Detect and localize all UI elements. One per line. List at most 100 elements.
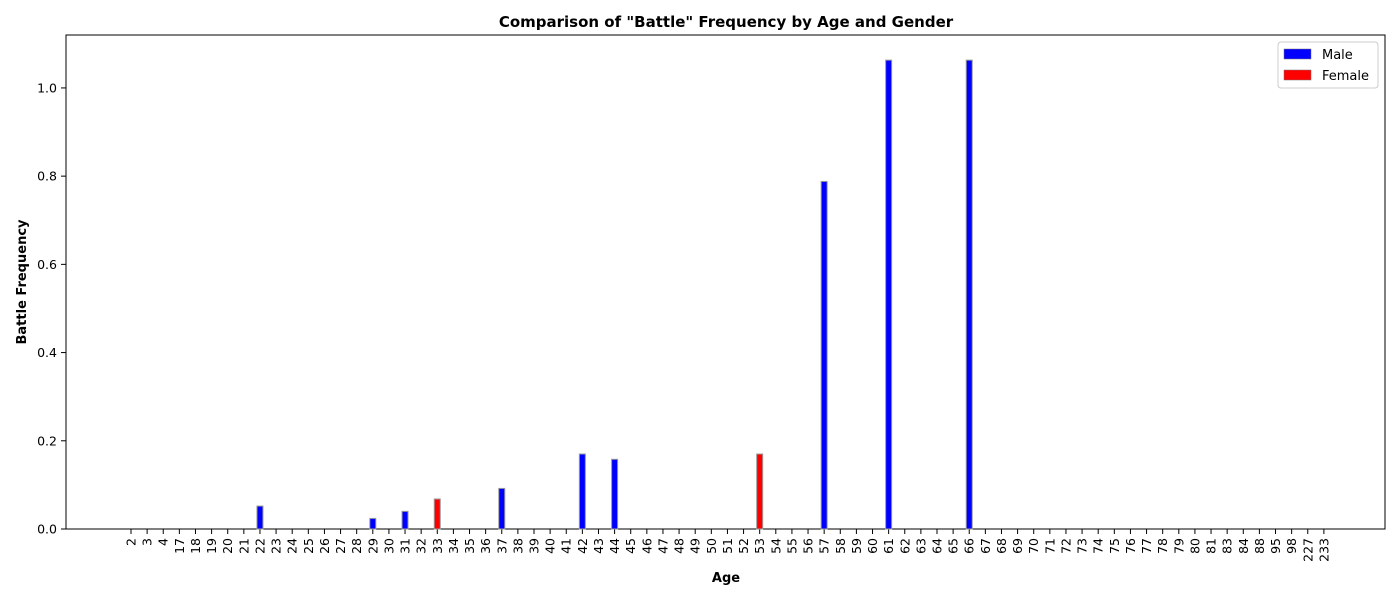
x-tick-label: 57 xyxy=(817,538,832,554)
x-tick-label: 4 xyxy=(156,538,171,546)
x-tick-label: 27 xyxy=(333,538,348,554)
x-tick-label: 43 xyxy=(591,538,606,554)
x-tick-label: 80 xyxy=(1187,538,1202,554)
x-tick-label: 52 xyxy=(736,538,751,554)
x-tick-label: 3 xyxy=(140,538,155,546)
y-tick-label: 0.4 xyxy=(37,345,57,360)
bar-male-61 xyxy=(885,59,893,530)
x-tick-label: 2 xyxy=(124,538,139,546)
x-tick-label: 49 xyxy=(688,538,703,554)
x-tick-label: 62 xyxy=(897,538,912,554)
y-tick-label: 1.0 xyxy=(37,80,57,95)
x-tick-label: 28 xyxy=(349,538,364,554)
x-tick-label: 59 xyxy=(849,538,864,554)
x-tick-label: 25 xyxy=(301,538,316,554)
x-tick-label: 23 xyxy=(269,538,284,554)
legend-swatch-male xyxy=(1283,48,1312,60)
x-tick-label: 17 xyxy=(172,538,187,554)
bar-male-29 xyxy=(369,517,377,530)
x-tick-label: 19 xyxy=(204,538,219,554)
y-axis-label: Battle Frequency xyxy=(15,219,30,345)
legend-swatch-female xyxy=(1283,69,1312,81)
bar-male-42 xyxy=(578,453,586,530)
x-tick-label: 227 xyxy=(1300,538,1315,562)
x-tick-label: 44 xyxy=(607,538,622,554)
x-tick-label: 76 xyxy=(1123,538,1138,554)
x-tick-label: 48 xyxy=(672,538,687,554)
plot-area xyxy=(65,34,1386,530)
x-tick-label: 24 xyxy=(285,538,300,554)
x-tick-label: 29 xyxy=(365,538,380,554)
x-tick-label: 68 xyxy=(994,538,1009,554)
bar-male-31 xyxy=(401,510,409,530)
legend-label-female: Female xyxy=(1322,69,1369,84)
x-tick-label: 36 xyxy=(478,538,493,554)
bar-female-53 xyxy=(756,453,764,530)
x-tick-label: 73 xyxy=(1075,538,1090,554)
x-tick-label: 63 xyxy=(913,538,928,554)
bar-male-22 xyxy=(256,505,264,530)
legend: Male Female xyxy=(1277,41,1379,89)
y-tick-label: 0.2 xyxy=(37,433,57,448)
x-tick-label: 60 xyxy=(865,538,880,554)
x-tick-label: 98 xyxy=(1284,538,1299,554)
x-tick-label: 84 xyxy=(1236,538,1251,554)
bar-male-57 xyxy=(820,180,828,530)
y-axis: 0.0 0.2 0.4 0.6 0.8 1.0 xyxy=(37,80,66,537)
x-tick-label: 67 xyxy=(978,538,993,554)
x-tick-label: 79 xyxy=(1171,538,1186,554)
x-tick-label: 61 xyxy=(881,538,896,554)
x-tick-label: 88 xyxy=(1252,538,1267,554)
x-tick-label: 40 xyxy=(543,538,558,554)
x-tick-label: 31 xyxy=(398,538,413,554)
bar-male-37 xyxy=(498,487,506,530)
bars xyxy=(256,59,973,530)
x-tick-label: 56 xyxy=(801,538,816,554)
x-tick-label: 32 xyxy=(414,538,429,554)
x-tick-label: 41 xyxy=(559,538,574,554)
y-tick-label: 0.8 xyxy=(37,169,57,184)
x-tick-label: 20 xyxy=(220,538,235,554)
x-axis: 2 3 4 17 18 19 20 21 22 23 24 25 26 27 28 29 30 31 32 33 34 3… xyxy=(124,529,1331,562)
chart-title: Comparison of "Battle" Frequency by Age … xyxy=(499,13,954,31)
x-tick-label: 58 xyxy=(833,538,848,554)
x-tick-label: 51 xyxy=(720,538,735,554)
x-tick-label: 70 xyxy=(1026,538,1041,554)
x-tick-label: 21 xyxy=(236,538,251,554)
x-tick-label: 65 xyxy=(946,538,961,554)
x-tick-label: 95 xyxy=(1268,538,1283,554)
x-tick-label: 30 xyxy=(381,538,396,554)
x-tick-label: 81 xyxy=(1204,538,1219,554)
x-tick-label: 46 xyxy=(639,538,654,554)
x-tick-label: 77 xyxy=(1139,538,1154,554)
x-tick-label: 37 xyxy=(494,538,509,554)
x-tick-label: 54 xyxy=(768,538,783,554)
x-tick-label: 75 xyxy=(1107,538,1122,554)
x-tick-label: 45 xyxy=(623,538,638,554)
x-tick-label: 47 xyxy=(655,538,670,554)
x-tick-label: 33 xyxy=(430,538,445,554)
x-tick-label: 69 xyxy=(1010,538,1025,554)
x-tick-label: 66 xyxy=(962,538,977,554)
x-tick-label: 71 xyxy=(1042,538,1057,554)
x-tick-label: 53 xyxy=(752,538,767,554)
x-tick-label: 50 xyxy=(704,538,719,554)
x-tick-label: 78 xyxy=(1155,538,1170,554)
x-tick-label: 74 xyxy=(1091,538,1106,554)
bar-male-44 xyxy=(611,458,619,530)
bar-male-66 xyxy=(965,59,973,530)
x-tick-label: 72 xyxy=(1058,538,1073,554)
y-tick-label: 0.0 xyxy=(37,522,57,537)
x-tick-label: 64 xyxy=(930,538,945,554)
x-tick-label: 26 xyxy=(317,538,332,554)
x-tick-label: 39 xyxy=(527,538,542,554)
x-tick-label: 55 xyxy=(784,538,799,554)
x-tick-label: 22 xyxy=(252,538,267,554)
x-axis-label: Age xyxy=(712,571,740,586)
x-tick-label: 233 xyxy=(1316,538,1331,562)
bar-female-33 xyxy=(433,498,441,530)
x-tick-label: 34 xyxy=(446,538,461,554)
x-tick-label: 42 xyxy=(575,538,590,554)
x-tick-label: 35 xyxy=(462,538,477,554)
